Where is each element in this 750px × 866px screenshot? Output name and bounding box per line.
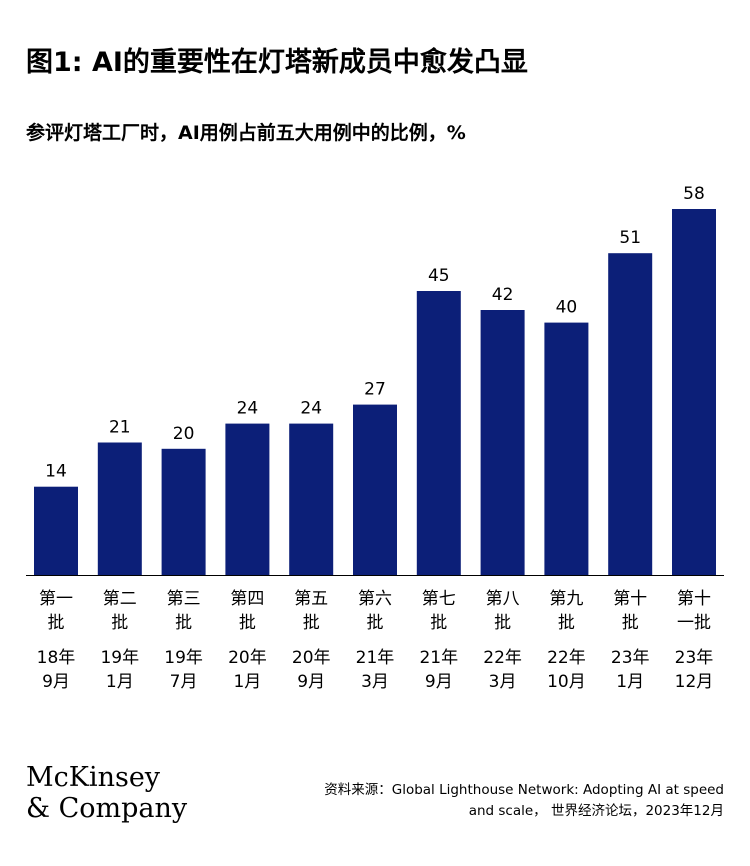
- value-label-9: 40: [556, 298, 578, 318]
- bar-7: [416, 291, 461, 575]
- bar-2: [97, 442, 142, 575]
- x-tick-label-5-4: 9月: [297, 672, 325, 692]
- value-label-2: 21: [109, 418, 131, 438]
- x-tick-label-1-1: 第一: [39, 589, 73, 609]
- x-tick-label-11-1: 第十: [677, 589, 711, 609]
- x-tick-label-4-1: 第四: [230, 589, 264, 609]
- x-tick-label-6-2: 批: [367, 613, 384, 633]
- x-tick-label-10-3: 23年: [611, 648, 650, 668]
- x-tick-label-10-2: 批: [622, 613, 639, 633]
- x-tick-label-4-2: 批: [239, 613, 256, 633]
- x-tick-label-6-4: 3月: [361, 672, 389, 692]
- x-tick-label-8-3: 22年: [483, 648, 522, 668]
- x-tick-label-5-3: 20年: [292, 648, 331, 668]
- bars-group: [34, 209, 716, 575]
- x-tick-label-3-4: 7月: [170, 672, 198, 692]
- source-line-2: and scale， 世界经济论坛，2023年12月: [468, 803, 724, 819]
- x-tick-label-9-1: 第九: [549, 589, 583, 609]
- x-tick-label-8-1: 第八: [486, 589, 520, 609]
- x-tick-label-2-4: 1月: [106, 672, 134, 692]
- x-tick-label-11-2: 一批: [677, 613, 711, 633]
- x-tick-label-7-2: 批: [430, 613, 447, 633]
- x-tick-label-2-3: 19年: [100, 648, 139, 668]
- bar-5: [289, 423, 334, 575]
- bar-4: [225, 423, 270, 575]
- x-tick-label-9-3: 22年: [547, 648, 586, 668]
- value-label-5: 24: [300, 399, 322, 419]
- x-tick-label-6-3: 21年: [356, 648, 395, 668]
- logo-line-2: & Company: [26, 793, 188, 824]
- value-label-7: 45: [428, 266, 450, 286]
- x-tick-label-9-2: 批: [558, 613, 575, 633]
- x-tick-label-11-3: 23年: [675, 648, 714, 668]
- x-tick-label-7-3: 21年: [419, 648, 458, 668]
- x-tick-label-2-1: 第二: [103, 589, 137, 609]
- x-tick-label-8-4: 3月: [489, 672, 517, 692]
- value-label-1: 14: [45, 462, 67, 482]
- logo-line-1: McKinsey: [26, 762, 161, 793]
- x-tick-label-4-3: 20年: [228, 648, 267, 668]
- chart-subtitle: 参评灯塔工厂时，AI用例占前五大用例中的比例，%: [26, 122, 466, 144]
- x-tick-label-2-2: 批: [111, 613, 128, 633]
- x-tick-label-7-1: 第七: [422, 589, 456, 609]
- x-tick-label-1-4: 9月: [42, 672, 70, 692]
- value-label-4: 24: [237, 399, 259, 419]
- source-note: 资料来源：Global Lighthouse Network: Adopting…: [304, 780, 724, 822]
- x-tick-label-3-1: 第三: [167, 589, 201, 609]
- x-tick-label-9-4: 10月: [547, 672, 586, 692]
- value-label-11: 58: [683, 184, 705, 204]
- x-tick-label-10-4: 1月: [616, 672, 644, 692]
- bar-11: [672, 209, 716, 575]
- value-label-10: 51: [619, 228, 641, 248]
- value-label-6: 27: [364, 380, 386, 400]
- x-tick-label-8-2: 批: [494, 613, 511, 633]
- x-tick-label-10-1: 第十: [613, 589, 647, 609]
- x-tick-label-11-4: 12月: [675, 672, 714, 692]
- x-tick-labels-group: 第一批 18年 9月 第二批 19年 1月 第三批 19年 7月 第四批 20年 1月 第五批 20年 9月…: [37, 589, 714, 692]
- bar-1: [34, 486, 78, 575]
- x-tick-label-4-4: 1月: [233, 672, 261, 692]
- chart-title: 图1: AI的重要性在灯塔新成员中愈发凸显: [26, 47, 528, 78]
- value-labels-group: 14 21 20 24 24 27 45 42 40 51 58: [45, 184, 705, 482]
- bar-8: [480, 310, 525, 575]
- x-tick-label-5-1: 第五: [294, 589, 328, 609]
- x-tick-label-1-3: 18年: [37, 648, 76, 668]
- x-tick-label-5-2: 批: [303, 613, 320, 633]
- source-line-1: 资料来源：Global Lighthouse Network: Adopting…: [324, 782, 724, 798]
- x-tick-label-6-1: 第六: [358, 589, 392, 609]
- x-tick-label-3-3: 19年: [164, 648, 203, 668]
- bar-10: [608, 253, 653, 575]
- bar-3: [161, 448, 206, 575]
- mckinsey-logo: McKinsey & Company: [26, 762, 187, 824]
- bar-6: [353, 404, 397, 575]
- x-tick-label-1-2: 批: [48, 613, 65, 633]
- value-label-8: 42: [492, 285, 514, 305]
- value-label-3: 20: [173, 424, 195, 444]
- bar-9: [544, 322, 589, 575]
- x-tick-label-3-2: 批: [175, 613, 192, 633]
- x-tick-label-7-4: 9月: [425, 672, 453, 692]
